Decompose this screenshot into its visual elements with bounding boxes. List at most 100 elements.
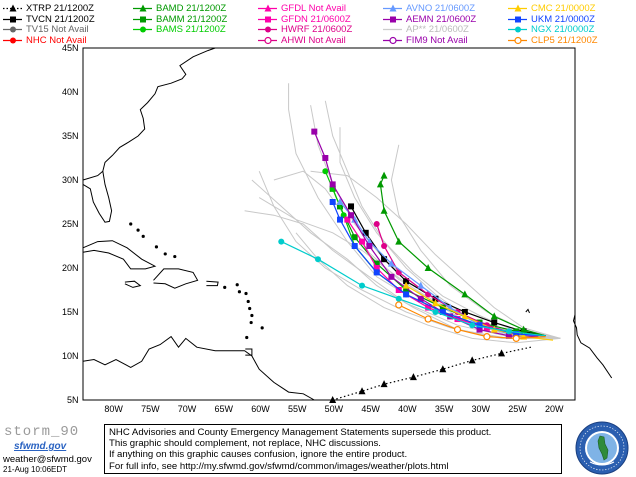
legend-marker [514,36,522,44]
lon-tick-label: 35W [434,404,454,414]
track-point [344,216,351,223]
track-point [505,332,512,339]
track-point [505,328,512,335]
track-point [425,304,432,311]
track-point [329,396,337,403]
legend-marker [264,36,272,44]
track-point [322,168,329,175]
track-point [395,301,403,309]
island [237,290,242,294]
legend-marker [140,26,146,33]
legend-marker [140,16,146,22]
disclaimer-line: NHC Advisories and County Emergency Mana… [109,427,492,438]
lat-tick-label: 45N [62,43,79,53]
track-point [417,295,424,302]
coastline [124,280,142,288]
lon-tick-label: 65W [214,404,234,414]
legend-swatch-icon [3,4,22,12]
track-point [387,259,395,267]
track-point [417,281,425,289]
legend-label: XTRP 21/1200Z [26,3,94,14]
disclaimer-line[interactable]: For full info, see http://my.sfwmd.gov/s… [109,460,449,472]
legend-label: NGX 21/0000Z [531,24,595,35]
track-point [439,365,447,373]
track-point [337,216,344,223]
track-point [348,203,355,210]
track-aemn [311,128,539,339]
lon-tick-label: 30W [471,404,491,414]
track-point [498,349,506,357]
legend-label: GFDL Not Avail [281,3,346,14]
island [136,228,140,232]
legend-label: CMC 21/0000Z [531,3,596,14]
track-point [491,319,498,326]
island [235,283,239,287]
lon-tick-label: 55W [287,404,307,414]
track-point [329,181,336,188]
track-point [403,287,410,293]
legend-label: HWRF 21/0600Z [281,24,353,35]
disclaimer-line: This graphic should complement, not repl… [109,438,381,450]
island [250,313,254,318]
island [260,326,264,330]
track-point [336,198,344,205]
track-point [461,290,469,298]
track-point [311,128,318,135]
track-line [398,304,546,340]
legend-label: AEMN 21/0600Z [406,13,477,25]
disclaimer-line: If anything on this graphic causes confu… [109,449,408,461]
track-point [373,265,380,271]
legend-swatch-icon [3,26,22,33]
sfwmd-logo-link[interactable]: sfwmd.gov [14,441,67,452]
ensemble-track [258,171,561,339]
map-canvas [82,47,613,403]
lon-tick-label: 50W [324,404,344,414]
coastline [525,308,530,314]
lat-tick-label: 30N [62,175,79,185]
track-point [403,291,410,298]
coastline [82,171,113,223]
coastline [572,314,613,379]
track-point [351,215,359,223]
disclaimer-box: NHC Advisories and County Emergency Mana… [104,424,562,474]
legend-label: AP** 21/0600Z [406,24,469,35]
legend-swatch-icon [383,4,402,12]
lat-tick-label: 20N [62,263,79,273]
map-frame [82,47,576,401]
coastline [82,240,157,270]
track-point [278,238,285,245]
track-point [351,243,358,249]
track-point [469,322,476,329]
track-bamd [376,171,546,337]
track-ngx [278,238,546,337]
legend-swatch-icon [508,16,527,22]
track-point [373,269,380,276]
lon-tick-label: 40W [398,404,417,414]
contact-email[interactable]: weather@sfwmd.gov [3,454,92,465]
legend-swatch-icon [508,26,527,33]
track-point [359,282,366,289]
legend-marker [10,26,16,33]
legend-marker [389,36,397,44]
legend-marker [390,16,396,22]
island [163,252,167,256]
legend-marker [514,4,522,12]
legend-swatch-icon [133,16,152,22]
track-point [395,287,402,293]
track-point [490,312,498,320]
lat-tick-label: 25N [62,219,79,229]
legend-marker [10,16,16,22]
legend-swatch-icon [3,16,22,22]
island [223,285,227,289]
ensemble-track [295,232,561,344]
track-point [373,260,380,267]
legend-marker [265,26,271,33]
legend-marker [139,4,147,12]
coastlines [82,47,613,401]
legend-label: GFDN 21/0600Z [281,13,351,25]
island [141,234,145,238]
issue-date: 21-Aug 10:06EDT [3,465,68,474]
track-point [409,373,417,381]
track-point [432,309,439,315]
island [173,254,177,259]
